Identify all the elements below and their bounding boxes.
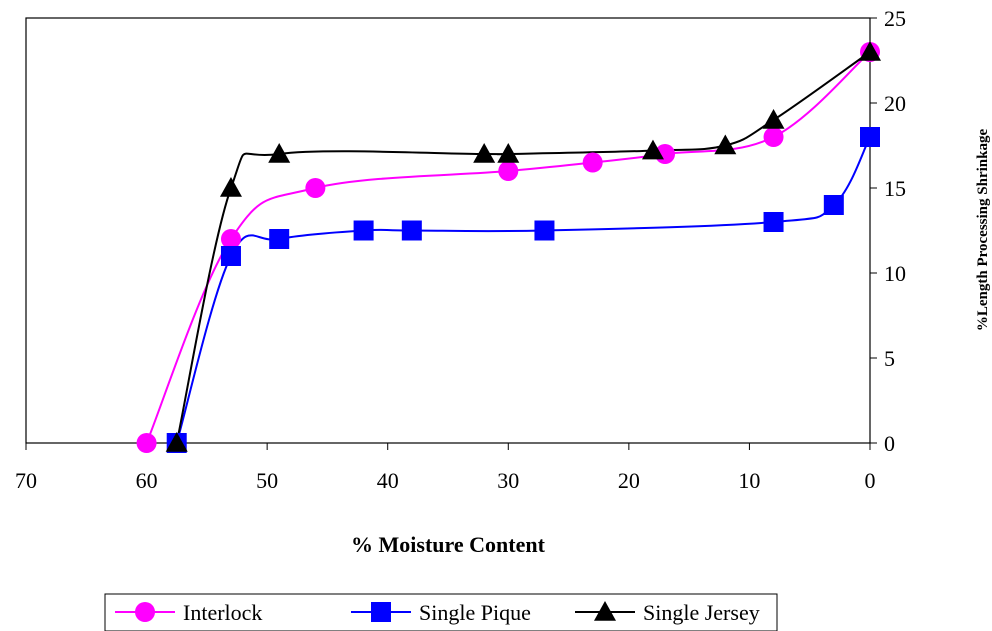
x-axis-title: % Moisture Content — [351, 532, 546, 557]
data-point-single-jersey — [473, 143, 496, 163]
data-point-single-jersey — [219, 177, 242, 197]
x-axis: 70 60 50 40 30 20 10 0 — [15, 443, 876, 493]
data-point-single-jersey — [497, 143, 520, 163]
data-point-interlock — [763, 127, 784, 147]
series-markers — [136, 41, 881, 453]
x-tick-label: 30 — [497, 468, 519, 493]
data-point-single-jersey — [268, 143, 291, 163]
data-point-single-pique — [860, 127, 880, 147]
data-point-single-pique — [220, 246, 241, 266]
data-point-single-jersey — [762, 109, 785, 129]
data-point-single-pique — [353, 220, 374, 241]
x-tick-label: 40 — [377, 468, 399, 493]
data-point-single-jersey — [165, 432, 188, 452]
data-point-single-pique — [269, 229, 290, 249]
data-point-interlock — [220, 229, 241, 249]
data-point-single-pique — [534, 220, 555, 241]
data-point-interlock — [136, 433, 157, 453]
legend-label-interlock: Interlock — [183, 600, 262, 625]
legend-label-single-pique: Single Pique — [419, 600, 531, 625]
x-tick-label: 0 — [865, 468, 876, 493]
x-tick-label: 60 — [136, 468, 158, 493]
y-tick-label: 5 — [884, 346, 895, 371]
y-axis-title: %Length Processing Shrinkage — [975, 129, 991, 332]
data-point-single-pique — [823, 195, 844, 215]
legend-box — [104, 593, 778, 631]
data-point-interlock — [582, 152, 603, 173]
data-point-single-jersey — [714, 134, 737, 155]
legend-marker-interlock — [135, 602, 155, 622]
x-tick-label: 70 — [15, 468, 37, 493]
y-tick-label: 10 — [884, 261, 906, 286]
data-point-single-jersey — [859, 41, 881, 61]
y-axis: 0 5 10 15 20 25 — [870, 6, 906, 456]
y-tick-label: 20 — [884, 91, 906, 116]
data-point-single-jersey — [641, 139, 664, 160]
data-point-single-pique — [401, 220, 422, 241]
legend-marker-single-pique — [371, 602, 391, 622]
y-tick-label: 15 — [884, 176, 906, 201]
legend-label-single-jersey: Single Jersey — [643, 600, 760, 625]
x-tick-label: 50 — [256, 468, 278, 493]
y-tick-label: 0 — [884, 431, 895, 456]
data-point-interlock — [498, 161, 519, 181]
legend: Interlock Single Pique Single Jersey — [104, 593, 778, 631]
x-tick-label: 20 — [618, 468, 640, 493]
y-tick-label: 25 — [884, 6, 906, 31]
x-tick-label: 10 — [738, 468, 760, 493]
legend-marker-single-jersey — [594, 601, 616, 621]
data-point-interlock — [305, 178, 326, 198]
data-point-single-pique — [763, 212, 784, 232]
